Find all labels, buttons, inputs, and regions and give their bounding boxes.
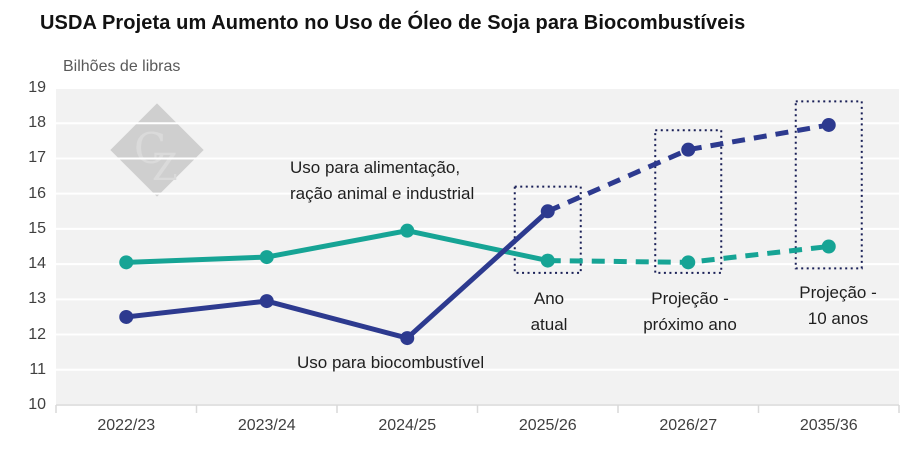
x-tick-label-2023-24: 2023/24: [237, 417, 296, 434]
data-point-marker-food-feed-industrial: [681, 255, 696, 270]
watermark-letter-z: Z: [152, 146, 178, 189]
y-axis-unit-label: Bilhões de libras: [63, 58, 181, 75]
label-projection-next-year: Projeção - próximo ano: [643, 289, 737, 334]
annotation-biofuel: Uso para biocombustível: [297, 353, 485, 372]
highlight-box-2: [794, 100, 863, 270]
x-tick-label-2022-23: 2022/23: [97, 417, 156, 434]
annotation-food-feed-industrial: Uso para alimentação, ração animal e ind…: [290, 158, 475, 203]
x-tick-label-2024-25: 2024/25: [378, 417, 437, 434]
x-tick-label-2035-36: 2035/36: [799, 417, 858, 434]
label-projection-10-years: Projeção - 10 anos: [799, 283, 877, 328]
y-tick-label-12: 12: [28, 325, 46, 343]
watermark-diamond: [110, 103, 204, 197]
label-current-year: Ano atual: [530, 289, 568, 334]
highlight-box-0: [513, 185, 582, 274]
series-line-solid-biofuel: [123, 208, 551, 341]
data-point-marker-food-feed-industrial: [400, 223, 415, 238]
series-line-solid-food-feed-industrial: [123, 228, 551, 265]
data-point-marker-biofuel: [821, 117, 836, 132]
data-point-marker-biofuel: [681, 142, 696, 157]
x-tick-label-2026-27: 2026/27: [659, 417, 718, 434]
data-point-marker-food-feed-industrial: [821, 239, 836, 254]
series-line-dashed-biofuel: [546, 122, 830, 214]
chart-title: USDA Projeta um Aumento no Uso de Óleo d…: [40, 12, 746, 34]
y-tick-label-19: 19: [28, 79, 46, 96]
y-tick-label-16: 16: [28, 184, 46, 202]
y-tick-label-15: 15: [28, 219, 46, 237]
cz-watermark-logo: CZ: [110, 103, 204, 197]
y-tick-label-18: 18: [28, 114, 46, 132]
highlight-box-1: [654, 129, 723, 274]
y-tick-label-10: 10: [28, 396, 46, 413]
y-tick-label-11: 11: [29, 360, 46, 378]
y-tick-label-14: 14: [28, 255, 46, 273]
y-tick-label-13: 13: [28, 290, 46, 308]
data-point-marker-biofuel: [400, 331, 415, 346]
data-point-marker-food-feed-industrial: [259, 250, 274, 265]
data-point-marker-food-feed-industrial: [119, 255, 134, 270]
watermark-letter-c: C: [134, 124, 166, 173]
data-point-marker-food-feed-industrial: [540, 253, 555, 268]
data-point-marker-biofuel: [119, 309, 134, 324]
data-point-marker-biofuel: [540, 204, 555, 219]
x-tick-label-2025-26: 2025/26: [518, 417, 577, 434]
data-point-marker-biofuel: [259, 294, 274, 309]
y-tick-label-17: 17: [28, 149, 46, 167]
